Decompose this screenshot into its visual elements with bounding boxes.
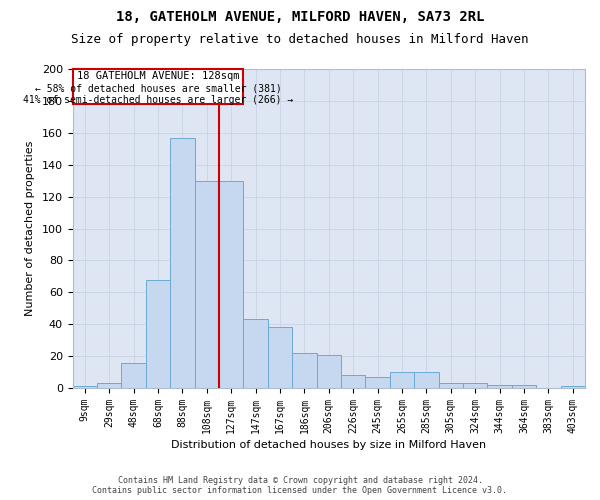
Text: 18, GATEHOLM AVENUE, MILFORD HAVEN, SA73 2RL: 18, GATEHOLM AVENUE, MILFORD HAVEN, SA73… — [116, 10, 484, 24]
Bar — [439, 384, 463, 388]
Bar — [365, 377, 390, 388]
Bar — [341, 376, 365, 388]
Bar — [146, 280, 170, 388]
Bar — [512, 385, 536, 388]
Bar — [292, 353, 317, 388]
Y-axis label: Number of detached properties: Number of detached properties — [25, 141, 35, 316]
Bar — [390, 372, 414, 388]
Bar — [170, 138, 194, 388]
Bar — [219, 180, 244, 388]
Bar — [194, 180, 219, 388]
Text: Contains HM Land Registry data © Crown copyright and database right 2024.
Contai: Contains HM Land Registry data © Crown c… — [92, 476, 508, 495]
X-axis label: Distribution of detached houses by size in Milford Haven: Distribution of detached houses by size … — [171, 440, 487, 450]
Bar — [244, 320, 268, 388]
Bar — [268, 328, 292, 388]
Bar — [463, 384, 487, 388]
FancyBboxPatch shape — [73, 69, 244, 104]
Bar — [414, 372, 439, 388]
Text: ← 58% of detached houses are smaller (381): ← 58% of detached houses are smaller (38… — [35, 84, 281, 94]
Bar — [560, 386, 585, 388]
Bar — [487, 385, 512, 388]
Bar — [97, 384, 121, 388]
Text: 18 GATEHOLM AVENUE: 128sqm: 18 GATEHOLM AVENUE: 128sqm — [77, 72, 239, 82]
Text: 41% of semi-detached houses are larger (266) →: 41% of semi-detached houses are larger (… — [23, 94, 293, 104]
Text: Size of property relative to detached houses in Milford Haven: Size of property relative to detached ho… — [71, 32, 529, 46]
Bar — [73, 386, 97, 388]
Bar — [317, 354, 341, 388]
Bar — [121, 362, 146, 388]
